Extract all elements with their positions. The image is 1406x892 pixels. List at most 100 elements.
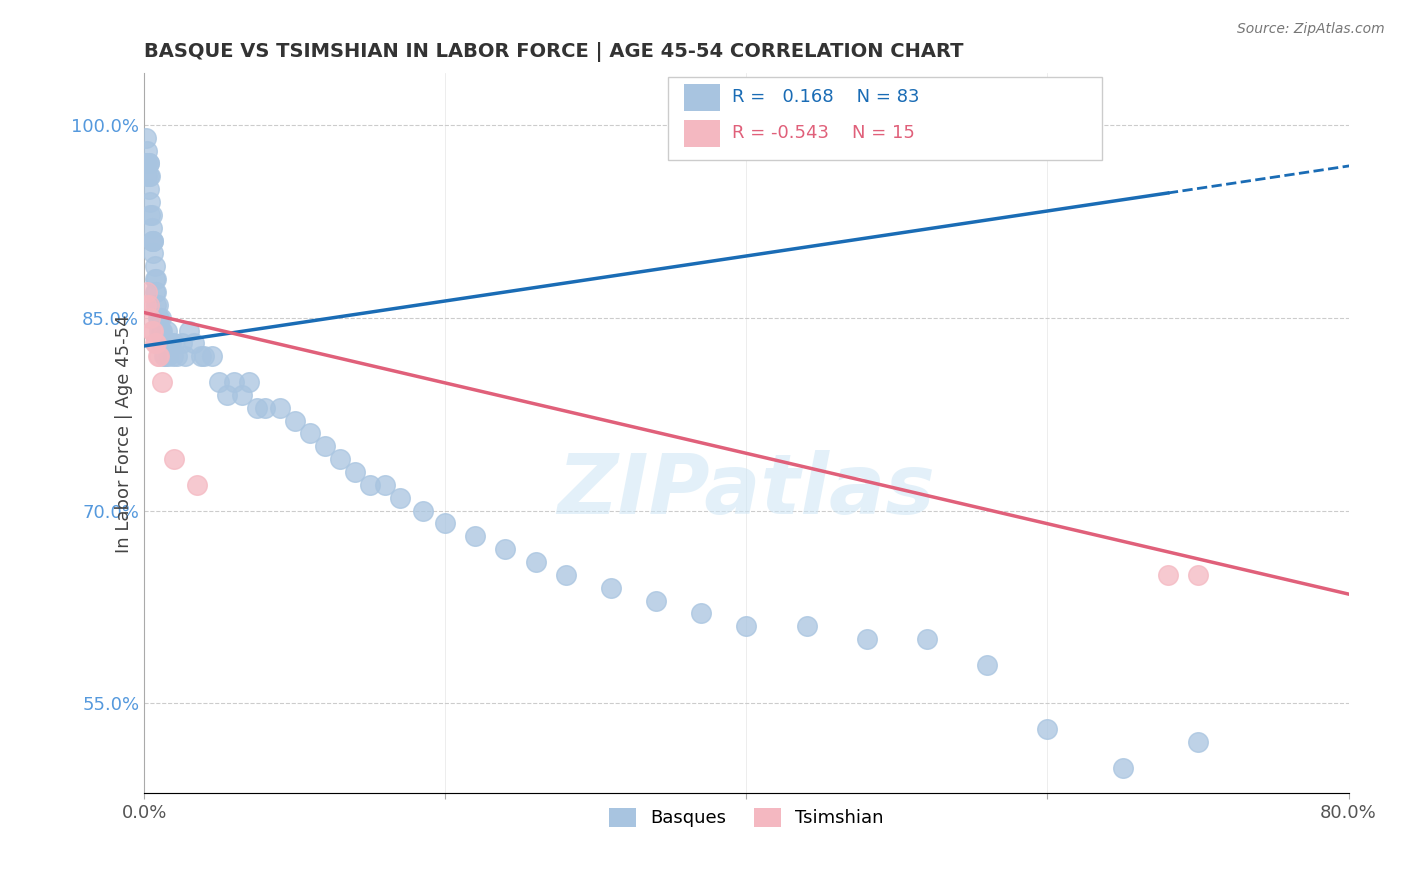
Point xyxy=(149,310,172,325)
Point xyxy=(153,349,176,363)
Point xyxy=(190,349,212,363)
Point xyxy=(135,298,157,312)
Point xyxy=(208,375,231,389)
Point xyxy=(138,182,160,196)
Point xyxy=(284,413,307,427)
Text: ZIPatlas: ZIPatlas xyxy=(557,450,935,532)
Point xyxy=(145,272,167,286)
Point xyxy=(145,298,167,312)
Point xyxy=(135,130,157,145)
Point xyxy=(163,452,186,467)
Point xyxy=(173,349,195,363)
Point xyxy=(139,169,162,184)
Point xyxy=(314,439,336,453)
Point xyxy=(148,324,170,338)
Point xyxy=(1112,761,1135,775)
Point xyxy=(142,234,165,248)
Point xyxy=(976,657,998,672)
Point xyxy=(690,607,713,621)
Point xyxy=(159,336,181,351)
Point xyxy=(141,220,163,235)
Point xyxy=(141,234,163,248)
Bar xyxy=(683,84,720,111)
Point xyxy=(735,619,758,633)
Point xyxy=(146,298,169,312)
Point xyxy=(298,426,321,441)
Point xyxy=(855,632,877,646)
Point xyxy=(150,336,173,351)
Point xyxy=(238,375,260,389)
Point xyxy=(150,375,173,389)
Point xyxy=(186,478,208,492)
Point xyxy=(146,349,169,363)
Point xyxy=(139,194,162,209)
Point xyxy=(146,310,169,325)
Point xyxy=(434,516,457,531)
Point xyxy=(160,336,183,351)
Point xyxy=(141,324,163,338)
Legend: Basques, Tsimshian: Basques, Tsimshian xyxy=(602,801,891,835)
Point xyxy=(145,285,167,299)
Point xyxy=(162,349,184,363)
Point xyxy=(389,491,412,505)
Point xyxy=(412,503,434,517)
Point xyxy=(163,336,186,351)
Point xyxy=(135,156,157,170)
Point xyxy=(329,452,352,467)
Point xyxy=(136,156,159,170)
Point xyxy=(145,336,167,351)
Point xyxy=(179,324,201,338)
Point xyxy=(554,567,576,582)
Point xyxy=(253,401,276,415)
Text: R =   0.168    N = 83: R = 0.168 N = 83 xyxy=(733,88,920,106)
Point xyxy=(148,310,170,325)
Point xyxy=(152,349,174,363)
Point xyxy=(343,465,366,479)
Point xyxy=(183,336,205,351)
Point xyxy=(142,246,165,260)
Point xyxy=(142,234,165,248)
Point xyxy=(166,349,188,363)
Point xyxy=(149,324,172,338)
Point xyxy=(269,401,291,415)
Point xyxy=(359,478,381,492)
Point xyxy=(150,324,173,338)
Point xyxy=(143,336,166,351)
Point xyxy=(1187,567,1209,582)
Point xyxy=(1157,567,1180,582)
Point xyxy=(193,349,215,363)
Point xyxy=(148,349,170,363)
Point xyxy=(224,375,246,389)
Point xyxy=(374,478,396,492)
Point xyxy=(138,169,160,184)
Point xyxy=(142,324,165,338)
Point xyxy=(153,336,176,351)
Point xyxy=(138,156,160,170)
Point xyxy=(139,208,162,222)
Point xyxy=(231,388,253,402)
Point xyxy=(143,272,166,286)
Text: R = -0.543    N = 15: R = -0.543 N = 15 xyxy=(733,124,915,142)
Point xyxy=(138,298,160,312)
Point xyxy=(143,285,166,299)
Point xyxy=(138,156,160,170)
Point xyxy=(215,388,238,402)
Point xyxy=(524,555,547,569)
Point xyxy=(156,324,179,338)
Point xyxy=(1187,735,1209,749)
Point xyxy=(143,260,166,274)
Bar xyxy=(683,120,720,147)
Point xyxy=(494,542,516,557)
Point xyxy=(645,593,668,607)
Point xyxy=(464,529,486,543)
Point xyxy=(599,581,621,595)
Point xyxy=(170,336,193,351)
Point xyxy=(141,208,163,222)
Y-axis label: In Labor Force | Age 45-54: In Labor Force | Age 45-54 xyxy=(115,314,134,553)
Point xyxy=(136,285,159,299)
Point xyxy=(152,336,174,351)
Point xyxy=(136,144,159,158)
Text: BASQUE VS TSIMSHIAN IN LABOR FORCE | AGE 45-54 CORRELATION CHART: BASQUE VS TSIMSHIAN IN LABOR FORCE | AGE… xyxy=(143,42,963,62)
Point xyxy=(136,169,159,184)
Point xyxy=(796,619,818,633)
